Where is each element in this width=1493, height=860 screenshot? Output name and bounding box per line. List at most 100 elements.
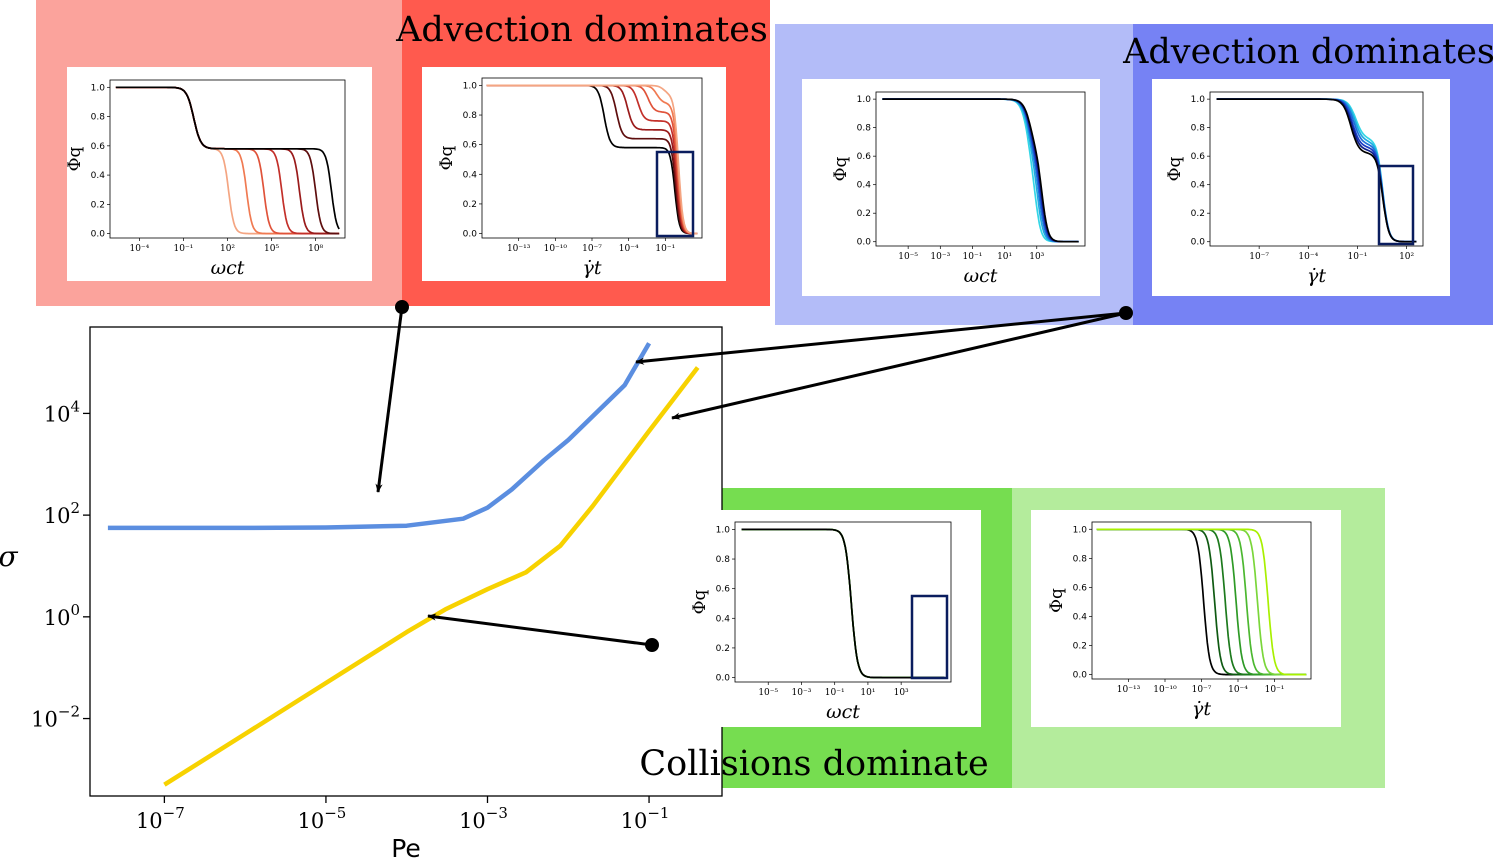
inset-y-tick-label: 0.6 xyxy=(857,152,872,162)
inset-y-tick-label: 0.2 xyxy=(1191,209,1205,219)
connector-dot-red xyxy=(395,300,409,314)
inset-series-line xyxy=(741,528,945,679)
inset-x-tick-label: 10⁻³ xyxy=(792,688,812,698)
inset-plot-frame xyxy=(734,521,952,683)
inset-highlight-box xyxy=(1377,164,1415,246)
main-y-tick-label: 100 xyxy=(44,601,80,630)
label-collisions-green: Collisions dominate xyxy=(639,744,988,784)
main-x-axis-label: Pe xyxy=(391,834,421,860)
connector-arrows xyxy=(375,306,1127,647)
inset-chart-blue-left: 0.0 0.2 0.4 0.6 0.8 1.0 10⁻⁵ 10⁻³ 10⁻¹ 10¹ 10³ ωct Φ… xyxy=(802,79,1100,296)
inset-y-tick-label: 0.0 xyxy=(716,674,731,684)
arrow-green-to-yellow-curve xyxy=(427,613,653,647)
inset-x-tick-label: 10⁻¹ xyxy=(963,252,983,262)
inset-y-tick-label: 0.8 xyxy=(1191,124,1206,134)
arrow-red-to-blue-curve xyxy=(375,306,404,493)
main-x-tick-label: 10−3 xyxy=(459,804,508,833)
inset-series-line xyxy=(1096,528,1307,676)
main-x-tick-label: 10−1 xyxy=(621,804,670,833)
main-x-tick-label: 10−5 xyxy=(298,804,347,833)
inset-y-axis-label: Φq xyxy=(831,156,851,181)
inset-x-tick-label: 10² xyxy=(1399,252,1414,262)
inset-x-tick-label: 10⁻⁴ xyxy=(129,244,149,254)
inset-x-tick-label: 10⁻⁴ xyxy=(1228,685,1248,695)
inset-x-axis-label: γ̇t xyxy=(1192,698,1211,720)
inset-y-tick-label: 0.4 xyxy=(91,171,106,181)
inset-x-axis-label: ωct xyxy=(211,257,245,279)
main-series-line-1 xyxy=(107,342,652,531)
inset-x-axis-label: γ̇t xyxy=(583,257,602,279)
main-y-tick-label: 10−2 xyxy=(31,703,80,732)
inset-y-tick-label: 0.2 xyxy=(716,644,730,654)
inset-y-tick-label: 0.0 xyxy=(1073,671,1088,681)
inset-y-axis-label: Φq xyxy=(1047,588,1067,613)
inset-y-tick-label: 0.6 xyxy=(91,142,106,152)
label-advection-blue: Advection dominates xyxy=(1122,32,1493,72)
inset-x-tick-label: 10⁻⁴ xyxy=(619,244,639,254)
inset-chart-red-left: 0.0 0.2 0.4 0.6 0.8 1.0 10⁻⁴ 10⁻¹ 10² 10⁵ 10⁸ ωct Φq xyxy=(65,67,372,281)
inset-y-tick-label: 0.0 xyxy=(1191,238,1206,248)
inset-x-tick-label: 10¹ xyxy=(860,688,875,698)
connector-dot-green xyxy=(645,638,659,652)
inset-x-tick-label: 10⁻¹ xyxy=(1348,252,1368,262)
inset-x-tick-label: 10⁻⁵ xyxy=(898,252,918,262)
inset-x-tick-label: 10³ xyxy=(894,688,909,698)
inset-y-tick-label: 0.0 xyxy=(91,230,106,240)
inset-x-tick-label: 10⁻³ xyxy=(930,252,950,262)
inset-highlight-box xyxy=(910,594,949,680)
inset-chart-green-left: 0.0 0.2 0.4 0.6 0.8 1.0 10⁻⁵ 10⁻³ 10⁻¹ 10¹ 10³ ωct Φ… xyxy=(671,510,981,727)
inset-x-tick-label: 10⁻¹³ xyxy=(507,244,531,254)
inset-x-axis-label: γ̇t xyxy=(1307,265,1326,287)
inset-x-axis-label: ωct xyxy=(826,701,860,723)
inset-plot-frame xyxy=(875,91,1086,247)
inset-y-tick-label: 0.8 xyxy=(1073,554,1088,564)
inset-x-tick-label: 10⁸ xyxy=(308,244,323,254)
inset-card xyxy=(1031,510,1341,727)
inset-series-line xyxy=(486,84,698,235)
inset-y-tick-label: 0.8 xyxy=(857,124,872,134)
inset-chart-green-right: 0.0 0.2 0.4 0.6 0.8 1.0 10⁻¹³ 10⁻¹⁰ 10⁻⁷ 10⁻⁴ 10⁻¹… xyxy=(1031,510,1341,727)
inset-card xyxy=(1152,79,1450,296)
inset-x-tick-label: 10⁻⁷ xyxy=(582,244,602,254)
inset-y-tick-label: 0.2 xyxy=(91,200,105,210)
inset-y-tick-label: 0.6 xyxy=(463,141,478,151)
label-advection-red: Advection dominates xyxy=(395,10,768,50)
inset-y-tick-label: 1.0 xyxy=(716,525,731,535)
inset-x-tick-label: 10⁻¹ xyxy=(1265,685,1285,695)
inset-series-line xyxy=(1216,98,1417,243)
inset-x-tick-label: 10⁻⁵ xyxy=(758,688,778,698)
inset-y-tick-label: 1.0 xyxy=(463,81,478,91)
inset-highlight-box xyxy=(655,150,695,238)
inset-y-tick-label: 0.4 xyxy=(463,170,478,180)
inset-y-tick-label: 0.4 xyxy=(1073,612,1088,622)
inset-card xyxy=(802,79,1100,296)
inset-y-tick-label: 0.8 xyxy=(463,111,478,121)
inset-y-tick-label: 1.0 xyxy=(1191,95,1206,105)
inset-chart-blue-right: 0.0 0.2 0.4 0.6 0.8 1.0 10⁻⁷ 10⁻⁴ 10⁻¹ 10² γ̇t Φq xyxy=(1152,79,1450,296)
connector-dot-blue xyxy=(1119,306,1133,320)
inset-chart-red-right: 0.0 0.2 0.4 0.6 0.8 1.0 10⁻¹³ 10⁻¹⁰ 10⁻⁷ 10⁻⁴ 10⁻¹… xyxy=(422,67,726,281)
inset-y-axis-label: Φq xyxy=(1165,156,1185,181)
main-plot-frame xyxy=(89,326,723,797)
inset-y-tick-label: 1.0 xyxy=(857,95,872,105)
inset-x-tick-label: 10⁻¹⁰ xyxy=(1153,685,1177,695)
inset-y-tick-label: 0.8 xyxy=(716,555,731,565)
inset-x-tick-label: 10⁻¹⁰ xyxy=(544,244,568,254)
inset-x-tick-label: 10² xyxy=(220,244,235,254)
inset-y-tick-label: 0.2 xyxy=(1073,642,1087,652)
inset-y-tick-label: 0.6 xyxy=(1073,583,1088,593)
main-axis-ticks: 10−7 10−5 10−3 10−1 10−2 100 102 104 xyxy=(31,397,669,833)
inset-y-tick-label: 0.2 xyxy=(463,200,477,210)
inset-card xyxy=(67,67,372,281)
inset-y-tick-label: 0.0 xyxy=(857,238,872,248)
inset-plot-frame xyxy=(1209,91,1424,247)
inset-y-tick-label: 0.0 xyxy=(463,230,478,240)
inset-x-tick-label: 10⁻¹³ xyxy=(1117,685,1141,695)
inset-x-axis-label: ωct xyxy=(964,265,998,287)
inset-x-tick-label: 10³ xyxy=(1029,252,1044,262)
inset-x-tick-label: 10⁻¹ xyxy=(174,244,194,254)
inset-y-tick-label: 0.8 xyxy=(91,113,106,123)
inset-y-tick-label: 0.2 xyxy=(857,209,871,219)
main-y-axis-label: σ xyxy=(0,540,18,573)
